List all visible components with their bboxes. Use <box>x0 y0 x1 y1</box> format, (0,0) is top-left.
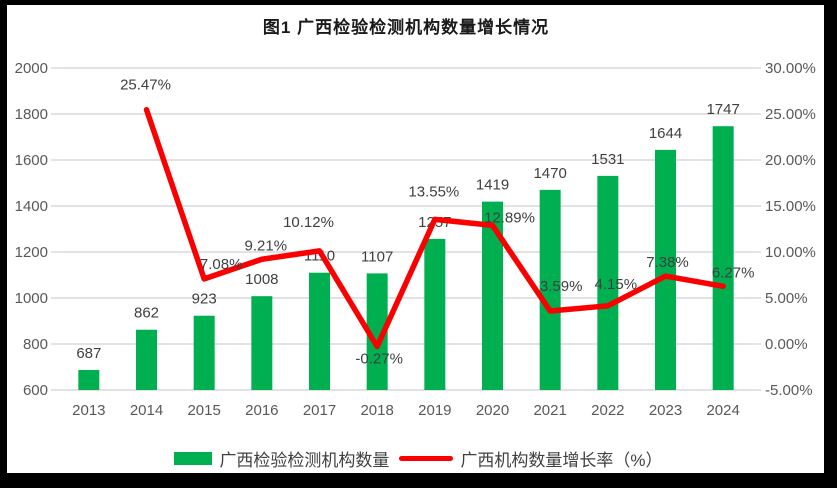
bar-value-label: 687 <box>76 345 101 362</box>
line-value-label: -0.27% <box>355 350 403 367</box>
frame-right-border <box>824 5 837 473</box>
bar-value-label: 862 <box>134 305 159 322</box>
x-axis-tick-label: 2021 <box>533 402 566 419</box>
line-value-label: 25.47% <box>120 77 171 94</box>
left-axis-tick-label: 1000 <box>15 290 48 307</box>
legend-bar-swatch <box>174 451 213 465</box>
bar-2023 <box>655 149 676 390</box>
bar-value-label: 1531 <box>591 151 624 168</box>
x-axis-tick-label: 2015 <box>187 402 220 419</box>
legend-bar-series-label: 广西检验检测机构数量 <box>219 450 390 470</box>
bar-2014 <box>136 329 157 390</box>
x-axis-tick-label: 2014 <box>130 402 163 419</box>
bar-value-label: 1644 <box>649 125 682 142</box>
bar-2019 <box>424 238 446 390</box>
x-axis-tick-label: 2013 <box>72 402 105 419</box>
x-axis-tick-label: 2024 <box>706 402 739 419</box>
x-axis-tick-label: 2019 <box>418 402 451 419</box>
right-axis-tick-label: 25.00% <box>765 106 816 123</box>
line-value-label: 7.38% <box>646 254 689 271</box>
bar-2018 <box>366 273 388 390</box>
right-axis-tick-label: 30.00% <box>765 60 816 77</box>
legend: 广西检验检测机构数量 广西机构数量增长率（%） <box>0 446 837 470</box>
frame-top-border <box>0 0 837 5</box>
bar-2020 <box>482 201 503 390</box>
bar-2015 <box>193 315 215 390</box>
line-value-label: 7.08% <box>200 256 243 273</box>
growth-rate-line <box>143 106 726 350</box>
right-axis-tick-label: 15.00% <box>765 198 816 215</box>
legend-line-series-label: 广西机构数量增长率（%） <box>460 450 663 470</box>
legend-line-swatch <box>399 455 454 461</box>
left-axis-tick-label: 1200 <box>15 244 48 261</box>
frame-left-border <box>0 5 7 473</box>
left-axis-tick-label: 600 <box>23 382 48 399</box>
right-axis-tick-label: 10.00% <box>765 244 816 261</box>
x-axis-tick-label: 2018 <box>360 402 393 419</box>
bar-value-label: 1107 <box>361 248 393 265</box>
x-axis-tick-label: 2020 <box>476 402 509 419</box>
line-value-label: 3.59% <box>540 278 583 295</box>
x-axis-tick-label: 2022 <box>591 402 624 419</box>
line-value-label: 9.21% <box>245 237 288 254</box>
line-value-label: 12.89% <box>484 209 535 226</box>
left-axis-tick-label: 1600 <box>15 152 48 169</box>
left-axis-tick-label: 800 <box>23 336 48 353</box>
left-axis-tick-label: 1400 <box>15 198 48 215</box>
left-axis-tick-label: 1800 <box>15 106 48 123</box>
bar-2024 <box>712 126 734 390</box>
chart-title: 图1 广西检验检测机构数量增长情况 <box>262 18 550 37</box>
bar-2017 <box>309 272 330 390</box>
left-axis-tick-label: 2000 <box>15 60 48 77</box>
bar-2016 <box>251 296 273 390</box>
line-value-label: 10.12% <box>283 214 334 231</box>
x-axis-tick-label: 2016 <box>245 402 278 419</box>
bar-value-label: 1747 <box>706 101 739 118</box>
line-value-label: 13.55% <box>408 183 459 200</box>
bar-value-label: 923 <box>192 291 217 308</box>
right-axis-tick-label: 0.00% <box>765 336 808 353</box>
right-axis-tick-label: -5.00% <box>765 382 813 399</box>
x-axis-tick-label: 2023 <box>649 402 682 419</box>
line-value-label: 6.27% <box>712 264 755 281</box>
x-axis-tick-label: 2017 <box>303 402 336 419</box>
bar-value-label: 1008 <box>245 271 278 288</box>
bar-value-label: 1470 <box>533 165 566 182</box>
bar-2021 <box>539 189 561 390</box>
frame-bottom-border <box>0 473 837 488</box>
right-axis-tick-label: 5.00% <box>765 290 808 307</box>
bar-value-label: 1419 <box>476 177 509 194</box>
right-axis-tick-label: 20.00% <box>765 152 816 169</box>
bar-2022 <box>597 175 619 390</box>
bar-2013 <box>78 369 100 390</box>
line-value-label: 4.15% <box>595 276 638 293</box>
